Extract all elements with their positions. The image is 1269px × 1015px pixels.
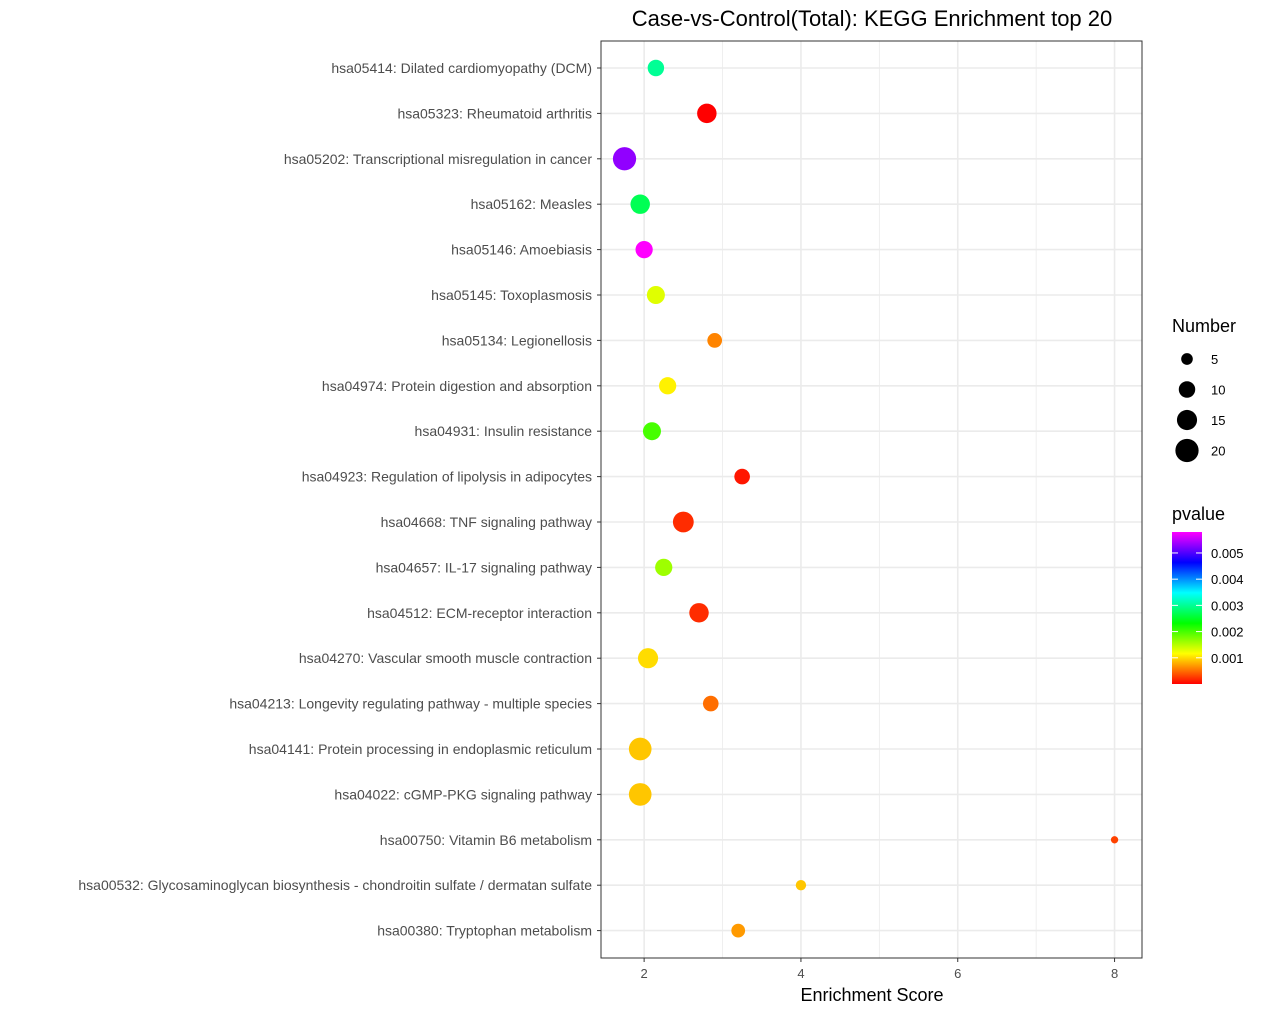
y-axis: hsa05414: Dilated cardiomyopathy (DCM) hs… — [78, 60, 601, 939]
size-legend-key — [1178, 381, 1196, 398]
data-point — [647, 59, 665, 77]
size-legend-label: 5 — [1211, 352, 1218, 367]
y-tick-label: hsa04668: TNF signaling pathway — [381, 514, 592, 530]
data-point — [707, 333, 723, 348]
x-axis-title: Enrichment Score — [800, 985, 943, 1005]
color-legend-label: 0.004 — [1211, 572, 1244, 587]
data-point — [734, 468, 750, 485]
x-tick-label: 4 — [797, 966, 804, 981]
color-legend: pvalue 0.005 0.004 0.003 0.002 0.001 — [1172, 504, 1244, 684]
data-point — [697, 103, 717, 124]
data-points — [612, 59, 1119, 938]
data-point — [637, 648, 659, 669]
x-tick-label: 2 — [641, 966, 648, 981]
y-tick-label: hsa05323: Rheumatoid arthritis — [397, 105, 592, 121]
grid-lines — [601, 41, 1142, 958]
size-legend-key — [1181, 353, 1193, 365]
data-point — [689, 603, 709, 623]
x-axis: 2 4 6 8 — [641, 958, 1118, 981]
data-point — [635, 240, 653, 259]
plot-panel-border — [600, 40, 1143, 959]
x-tick-label: 8 — [1111, 966, 1118, 981]
size-legend-key — [1175, 438, 1199, 463]
size-legend-label: 15 — [1211, 413, 1225, 428]
y-tick-label: hsa04974: Protein digestion and absorpti… — [322, 378, 592, 394]
size-legend-title: Number — [1172, 316, 1236, 336]
size-legend-key — [1176, 409, 1198, 431]
color-legend-label: 0.002 — [1211, 625, 1244, 640]
y-tick-label: hsa04213: Longevity regulating pathway -… — [229, 696, 592, 712]
color-legend-label: 0.003 — [1211, 598, 1244, 613]
size-legend-label: 20 — [1211, 444, 1225, 459]
y-tick-label: hsa04141: Protein processing in endoplas… — [249, 741, 592, 757]
y-tick-label: hsa04512: ECM-receptor interaction — [367, 605, 592, 621]
color-legend-title: pvalue — [1172, 504, 1225, 524]
color-legend-label: 0.001 — [1211, 651, 1244, 666]
data-point — [642, 422, 661, 441]
y-tick-label: hsa04270: Vascular smooth muscle contrac… — [299, 650, 592, 666]
data-point — [628, 783, 652, 806]
data-point — [672, 511, 694, 533]
y-tick-label: hsa05134: Legionellosis — [442, 332, 592, 348]
data-point — [1110, 836, 1119, 844]
data-point — [731, 923, 746, 938]
y-tick-label: hsa04657: IL-17 signaling pathway — [376, 559, 592, 575]
data-point — [659, 377, 677, 395]
color-legend-label: 0.005 — [1211, 546, 1244, 561]
data-point — [795, 880, 807, 891]
y-tick-label: hsa00380: Tryptophan metabolism — [377, 923, 592, 939]
size-legend: Number 5 10 15 20 — [1172, 316, 1236, 463]
y-tick-label: hsa05146: Amoebiasis — [451, 242, 592, 258]
y-tick-label: hsa00750: Vitamin B6 metabolism — [380, 832, 592, 848]
y-tick-label: hsa04931: Insulin resistance — [415, 423, 593, 439]
plot-panel-background — [601, 41, 1142, 958]
data-point — [630, 194, 650, 214]
data-point — [655, 558, 673, 577]
color-legend-bar — [1172, 532, 1202, 684]
size-legend-label: 10 — [1211, 383, 1225, 398]
y-tick-label: hsa04022: cGMP-PKG signaling pathway — [334, 786, 592, 802]
y-tick-label: hsa05202: Transcriptional misregulation … — [284, 151, 593, 167]
y-tick-label: hsa05145: Toxoplasmosis — [431, 287, 592, 303]
data-point — [612, 147, 637, 171]
data-point — [646, 285, 665, 305]
y-tick-label: hsa00532: Glycosaminoglycan biosynthesis… — [78, 877, 592, 893]
x-tick-label: 6 — [954, 966, 961, 981]
y-tick-label: hsa05414: Dilated cardiomyopathy (DCM) — [331, 60, 592, 76]
data-point — [628, 737, 652, 761]
chart-title: Case-vs-Control(Total): KEGG Enrichment … — [632, 6, 1113, 31]
data-point — [702, 695, 719, 712]
y-tick-label: hsa05162: Measles — [471, 196, 592, 212]
y-tick-label: hsa04923: Regulation of lipolysis in adi… — [302, 469, 592, 485]
